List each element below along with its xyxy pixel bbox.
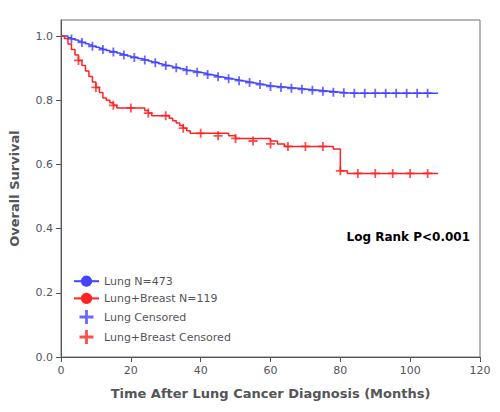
svg-text:Log Rank P<0.001: Log Rank P<0.001 — [346, 230, 470, 244]
svg-text:80: 80 — [333, 364, 347, 377]
svg-text:Time After Lung Cancer Diagnos: Time After Lung Cancer Diagnosis (Months… — [111, 386, 431, 401]
svg-text:0.0: 0.0 — [36, 351, 54, 364]
svg-text:60: 60 — [264, 364, 278, 377]
svg-text:120: 120 — [470, 364, 491, 377]
svg-text:0.8: 0.8 — [36, 94, 54, 107]
svg-text:40: 40 — [194, 364, 208, 377]
svg-text:Overall Survival: Overall Survival — [7, 130, 22, 247]
svg-text:Lung+Breast N=119: Lung+Breast N=119 — [104, 292, 217, 305]
svg-text:1.0: 1.0 — [36, 30, 54, 43]
svg-text:Lung Censored: Lung Censored — [104, 311, 186, 324]
svg-text:0: 0 — [58, 364, 65, 377]
svg-text:0.4: 0.4 — [36, 222, 54, 235]
svg-text:0.6: 0.6 — [36, 158, 54, 171]
svg-text:100: 100 — [400, 364, 421, 377]
svg-text:Lung+Breast Censored: Lung+Breast Censored — [104, 331, 231, 344]
svg-text:Lung N=473: Lung N=473 — [104, 275, 173, 288]
svg-text:0.2: 0.2 — [36, 286, 54, 299]
svg-text:20: 20 — [124, 364, 138, 377]
